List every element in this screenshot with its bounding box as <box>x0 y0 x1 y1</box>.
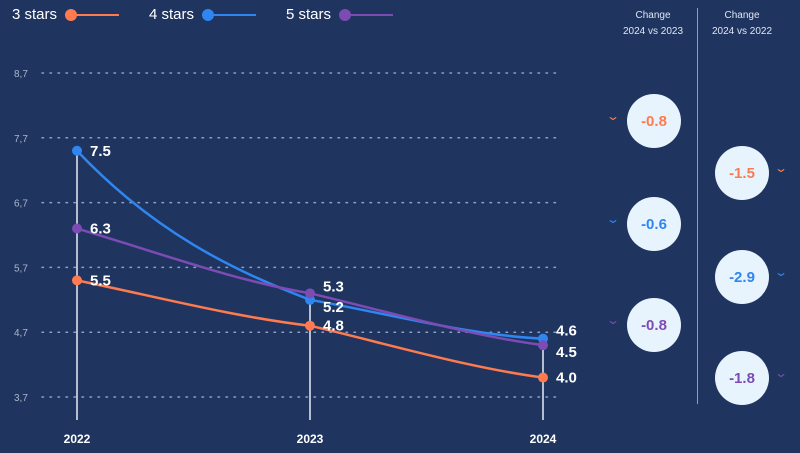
legend-item-3-stars: 3 stars <box>12 6 149 23</box>
legend-label: 3 stars <box>12 6 58 23</box>
data-point <box>538 372 548 383</box>
data-label: 5.3 <box>323 278 344 295</box>
column-divider <box>697 8 698 404</box>
legend-item-4-stars: 4 stars <box>149 6 286 23</box>
header-line: 2024 vs 2023 <box>622 26 684 37</box>
data-label: 7.5 <box>90 143 111 160</box>
x-tick-label: 2023 <box>297 432 324 446</box>
chevron-down-icon: ⌄ <box>605 313 621 327</box>
legend: 3 stars 4 stars 5 stars <box>12 6 423 23</box>
y-tick-label: 8,7 <box>14 69 28 80</box>
legend-item-5-stars: 5 stars <box>286 6 423 23</box>
y-tick-label: 7,7 <box>14 134 28 145</box>
x-tick-label: 2022 <box>64 432 91 446</box>
change-bubble: -2.9 <box>715 250 769 304</box>
change-bubble: -0.8 <box>627 94 681 148</box>
data-label: 4.0 <box>556 370 577 387</box>
data-point <box>538 340 548 351</box>
chevron-down-icon: ⌄ <box>605 212 621 226</box>
header-line: 2024 vs 2022 <box>711 26 773 37</box>
data-point <box>72 145 82 156</box>
data-point <box>72 275 82 286</box>
data-label: 6.3 <box>90 221 111 238</box>
x-tick-label: 2024 <box>530 432 557 446</box>
legend-label: 5 stars <box>286 6 332 23</box>
change-bubble: -1.8 <box>715 351 769 405</box>
data-label: 4.8 <box>323 318 344 335</box>
data-label: 5.5 <box>90 272 111 289</box>
chevron-down-icon: ⌄ <box>773 265 789 279</box>
data-label: 5.2 <box>323 299 344 316</box>
header-line: Change <box>724 10 760 21</box>
y-tick-label: 3,7 <box>14 393 28 404</box>
change-header-2023: Change 2024 vs 2023 <box>603 8 703 40</box>
change-bubble: -0.6 <box>627 197 681 251</box>
data-point <box>72 223 82 234</box>
data-point <box>305 288 315 299</box>
legend-label: 4 stars <box>149 6 195 23</box>
data-label: 4.5 <box>556 344 577 361</box>
chevron-down-icon: ⌄ <box>605 109 621 123</box>
y-tick-label: 6,7 <box>14 199 28 210</box>
chevron-down-icon: ⌄ <box>773 366 789 380</box>
change-bubble: -0.8 <box>627 298 681 352</box>
change-header-2022: Change 2024 vs 2022 <box>692 8 792 40</box>
chevron-down-icon: ⌄ <box>773 161 789 175</box>
y-tick-label: 5,7 <box>14 263 28 274</box>
change-bubble: -1.5 <box>715 146 769 200</box>
data-point <box>305 320 315 331</box>
data-label: 4.6 <box>556 323 577 340</box>
y-tick-label: 4,7 <box>14 328 28 339</box>
header-line: Change <box>635 10 671 21</box>
